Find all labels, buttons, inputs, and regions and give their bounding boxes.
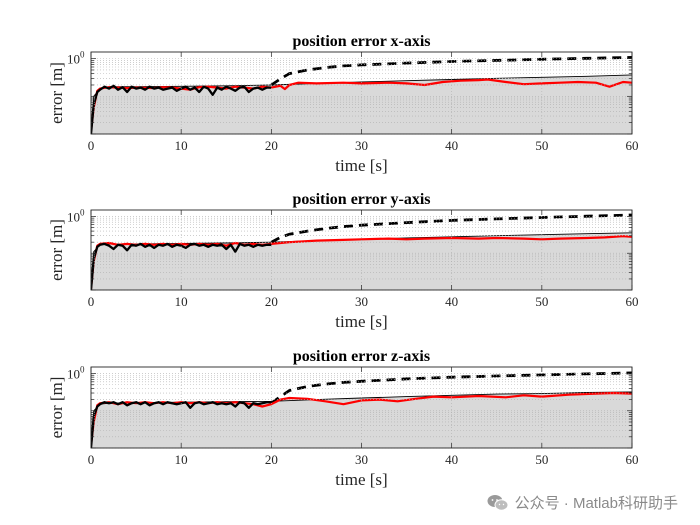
series-black-line: [91, 84, 272, 134]
series-area-fill: [91, 392, 632, 448]
y-tick-label: 100: [67, 207, 85, 224]
watermark-text: 公众号 · Matlab科研助手: [514, 495, 678, 512]
subplot-3: 0 10 20 30 40 50 60 100 position error z-axis tim…: [47, 348, 639, 489]
x-tick-label: 50: [535, 138, 548, 153]
x-axis-label: time [s]: [335, 470, 387, 489]
y-axis-label: error [m]: [47, 219, 66, 281]
x-tick-label: 0: [88, 138, 95, 153]
x-tick-label: 30: [355, 294, 368, 309]
plot-content: [91, 371, 632, 448]
y-tick-label: 100: [67, 365, 85, 382]
x-tick-label: 20: [265, 294, 278, 309]
x-tick-label: 40: [445, 294, 458, 309]
subplot-2: 0 10 20 30 40 50 60 100 position error y-axis tim…: [47, 191, 639, 331]
y-axis-label: error [m]: [47, 62, 66, 124]
chart-title: position error y-axis: [292, 191, 430, 208]
x-tick-label: 50: [535, 294, 548, 309]
x-axis-label: time [s]: [335, 156, 387, 175]
subplot-1: 0 10 20 30 40 50 60 100 position error x-axis tim…: [47, 33, 639, 175]
x-tick-label: 20: [265, 138, 278, 153]
x-tick-label: 60: [626, 294, 639, 309]
x-tick-label: 0: [88, 294, 95, 309]
wechat-icon: [487, 494, 509, 511]
x-tick-label: 30: [355, 452, 368, 467]
series-black-line: [91, 242, 272, 290]
series-black-line: [91, 401, 272, 448]
x-tick-label: 30: [355, 138, 368, 153]
x-tick-label: 40: [445, 452, 458, 467]
series-dashed-line: [270, 371, 632, 405]
x-tick-label: 10: [175, 294, 188, 309]
x-tick-label: 10: [175, 452, 188, 467]
y-axis-label: error [m]: [47, 377, 66, 439]
x-tick-label: 50: [535, 452, 548, 467]
y-tick-label: 100: [67, 50, 85, 67]
x-axis-label: time [s]: [335, 312, 387, 331]
watermark: 公众号 · Matlab科研助手: [487, 492, 678, 513]
x-tick-label: 40: [445, 138, 458, 153]
x-tick-label: 60: [626, 138, 639, 153]
x-tick-label: 10: [175, 138, 188, 153]
chart-title: position error z-axis: [293, 348, 430, 365]
x-tick-label: 0: [88, 452, 95, 467]
chart-title: position error x-axis: [292, 33, 430, 50]
x-tick-label: 60: [626, 452, 639, 467]
x-tick-label: 20: [265, 452, 278, 467]
